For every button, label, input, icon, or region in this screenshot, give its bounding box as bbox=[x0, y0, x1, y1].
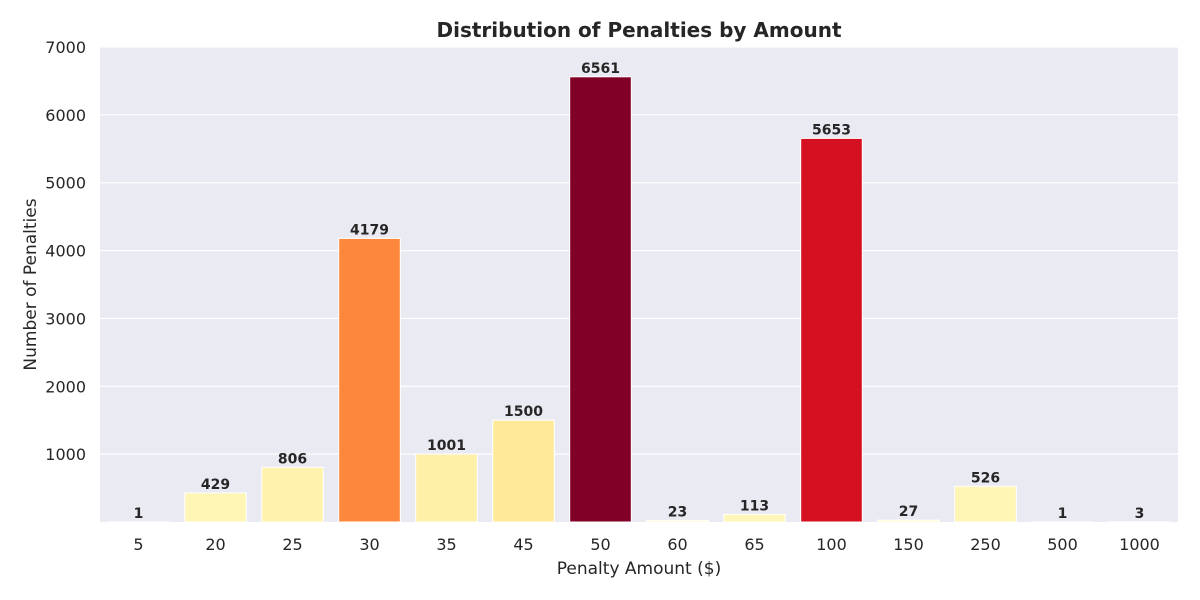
bar-150 bbox=[877, 519, 940, 523]
y-tick-label: 1000 bbox=[45, 445, 86, 464]
x-axis-label: Penalty Amount ($) bbox=[557, 559, 721, 579]
data-label-1000: 3 bbox=[1135, 506, 1145, 522]
x-tick-label: 250 bbox=[970, 535, 1001, 554]
bar-65 bbox=[723, 513, 786, 523]
y-tick-label: 4000 bbox=[45, 242, 86, 261]
y-tick-label: 2000 bbox=[45, 377, 86, 396]
data-label-60: 23 bbox=[668, 504, 687, 520]
x-tick-label: 500 bbox=[1047, 535, 1078, 554]
bar-250 bbox=[954, 485, 1017, 523]
x-tick-label: 1000 bbox=[1119, 535, 1160, 554]
bar-45 bbox=[492, 419, 555, 523]
gridlines bbox=[100, 46, 1178, 455]
x-tick-label: 30 bbox=[359, 535, 379, 554]
x-tick-label: 5 bbox=[133, 535, 143, 554]
y-tick-label: 5000 bbox=[45, 174, 86, 193]
bar-20 bbox=[184, 492, 247, 523]
x-tick-label: 25 bbox=[282, 535, 302, 554]
chart-title: Distribution of Penalties by Amount bbox=[436, 18, 841, 42]
y-tick-label: 3000 bbox=[45, 309, 86, 328]
data-label-5: 1 bbox=[134, 506, 144, 522]
bar-50 bbox=[569, 76, 632, 523]
x-tick-label: 60 bbox=[667, 535, 687, 554]
data-label-25: 806 bbox=[278, 451, 307, 467]
data-label-150: 27 bbox=[899, 504, 918, 520]
y-tick-label: 7000 bbox=[45, 38, 86, 57]
x-tick-label: 150 bbox=[893, 535, 924, 554]
bar-35 bbox=[415, 453, 478, 523]
bar-25 bbox=[261, 466, 324, 523]
x-tick-label: 100 bbox=[816, 535, 847, 554]
bar-30 bbox=[338, 237, 401, 523]
plot-area bbox=[100, 47, 1178, 522]
data-label-35: 1001 bbox=[427, 438, 466, 454]
bar-100 bbox=[800, 137, 863, 523]
data-label-500: 1 bbox=[1058, 506, 1068, 522]
x-tick-label: 45 bbox=[513, 535, 533, 554]
data-label-45: 1500 bbox=[504, 404, 543, 420]
data-labels: 1 429 806 4179 1001 1500 6561 23 113 5653 27 526 1 3 bbox=[134, 61, 1145, 522]
data-label-65: 113 bbox=[740, 498, 769, 514]
x-tick-label: 50 bbox=[590, 535, 610, 554]
x-tick-label: 20 bbox=[205, 535, 225, 554]
data-label-250: 526 bbox=[971, 470, 1000, 486]
y-tick-labels: 1000 2000 3000 4000 5000 6000 7000 bbox=[45, 38, 86, 464]
y-tick-label: 6000 bbox=[45, 106, 86, 125]
data-label-50: 6561 bbox=[581, 61, 620, 77]
bar-60 bbox=[646, 519, 709, 523]
x-tick-label: 65 bbox=[744, 535, 764, 554]
data-label-30: 4179 bbox=[350, 222, 389, 238]
bar-500 bbox=[1031, 521, 1094, 523]
x-tick-label: 35 bbox=[436, 535, 456, 554]
bars bbox=[107, 76, 1171, 523]
x-tick-labels: 5 20 25 30 35 45 50 60 65 100 150 250 500 1000 bbox=[133, 535, 1159, 554]
bar-1000 bbox=[1108, 521, 1171, 523]
y-axis-label: Number of Penalties bbox=[21, 198, 41, 370]
bar-5 bbox=[107, 521, 170, 523]
data-label-100: 5653 bbox=[812, 122, 851, 138]
data-label-20: 429 bbox=[201, 477, 230, 493]
